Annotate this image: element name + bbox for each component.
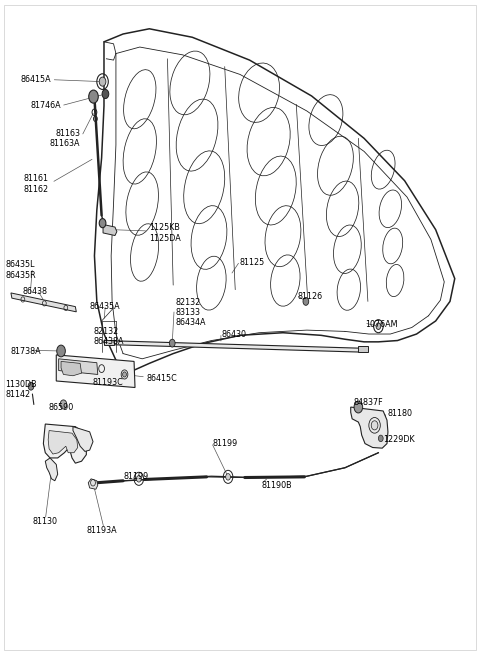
Text: 1125KB
1125DA: 1125KB 1125DA <box>149 223 181 242</box>
Polygon shape <box>43 424 86 463</box>
Circle shape <box>226 474 230 480</box>
Text: 81126: 81126 <box>297 291 323 301</box>
Text: 81125: 81125 <box>240 258 265 267</box>
Text: 81161
81162: 81161 81162 <box>23 174 48 194</box>
Text: 81180: 81180 <box>388 409 413 418</box>
Text: 86415C: 86415C <box>147 374 178 383</box>
Text: 86438: 86438 <box>23 287 48 296</box>
Text: 82132
86438A: 82132 86438A <box>93 327 123 346</box>
Text: 81193C: 81193C <box>92 379 123 388</box>
Text: 1130DB
81142: 1130DB 81142 <box>5 380 37 399</box>
Circle shape <box>371 421 378 430</box>
Text: 86590: 86590 <box>48 403 73 411</box>
Circle shape <box>99 219 106 228</box>
Text: 1076AM: 1076AM <box>365 320 397 329</box>
Circle shape <box>102 90 109 98</box>
Text: 86435A: 86435A <box>90 302 120 311</box>
Polygon shape <box>61 362 82 376</box>
Text: 81163
81163A: 81163 81163A <box>49 128 80 148</box>
Polygon shape <box>88 479 98 489</box>
Polygon shape <box>59 359 98 375</box>
Text: 81199: 81199 <box>123 472 148 481</box>
Polygon shape <box>351 407 388 448</box>
Circle shape <box>376 323 381 329</box>
Polygon shape <box>359 346 368 352</box>
Circle shape <box>57 345 65 357</box>
Circle shape <box>122 372 126 377</box>
Circle shape <box>378 435 383 441</box>
Text: 82132
83133
86434A: 82132 83133 86434A <box>176 297 206 328</box>
Circle shape <box>28 383 34 390</box>
Polygon shape <box>45 458 58 481</box>
Polygon shape <box>11 293 76 312</box>
Text: 84837F: 84837F <box>354 398 383 407</box>
Circle shape <box>99 77 106 86</box>
Text: 81130: 81130 <box>33 517 58 527</box>
Text: 81738A: 81738A <box>11 347 42 356</box>
Text: 81193A: 81193A <box>86 527 117 536</box>
Polygon shape <box>103 225 117 236</box>
Circle shape <box>354 402 363 413</box>
Text: 86435L
86435R: 86435L 86435R <box>5 261 36 280</box>
Circle shape <box>136 476 141 482</box>
Text: 81190B: 81190B <box>262 481 292 490</box>
Circle shape <box>60 400 67 409</box>
Polygon shape <box>104 341 367 352</box>
Text: 81746A: 81746A <box>30 102 61 110</box>
Polygon shape <box>48 430 78 454</box>
Polygon shape <box>104 340 114 345</box>
Circle shape <box>303 297 309 305</box>
Text: 86430: 86430 <box>222 329 247 339</box>
Circle shape <box>169 339 175 347</box>
Text: 1229DK: 1229DK <box>383 435 415 444</box>
Polygon shape <box>73 426 93 451</box>
Text: 86415A: 86415A <box>21 75 51 84</box>
Circle shape <box>89 90 98 103</box>
Polygon shape <box>56 355 135 388</box>
Text: 81199: 81199 <box>212 439 238 448</box>
